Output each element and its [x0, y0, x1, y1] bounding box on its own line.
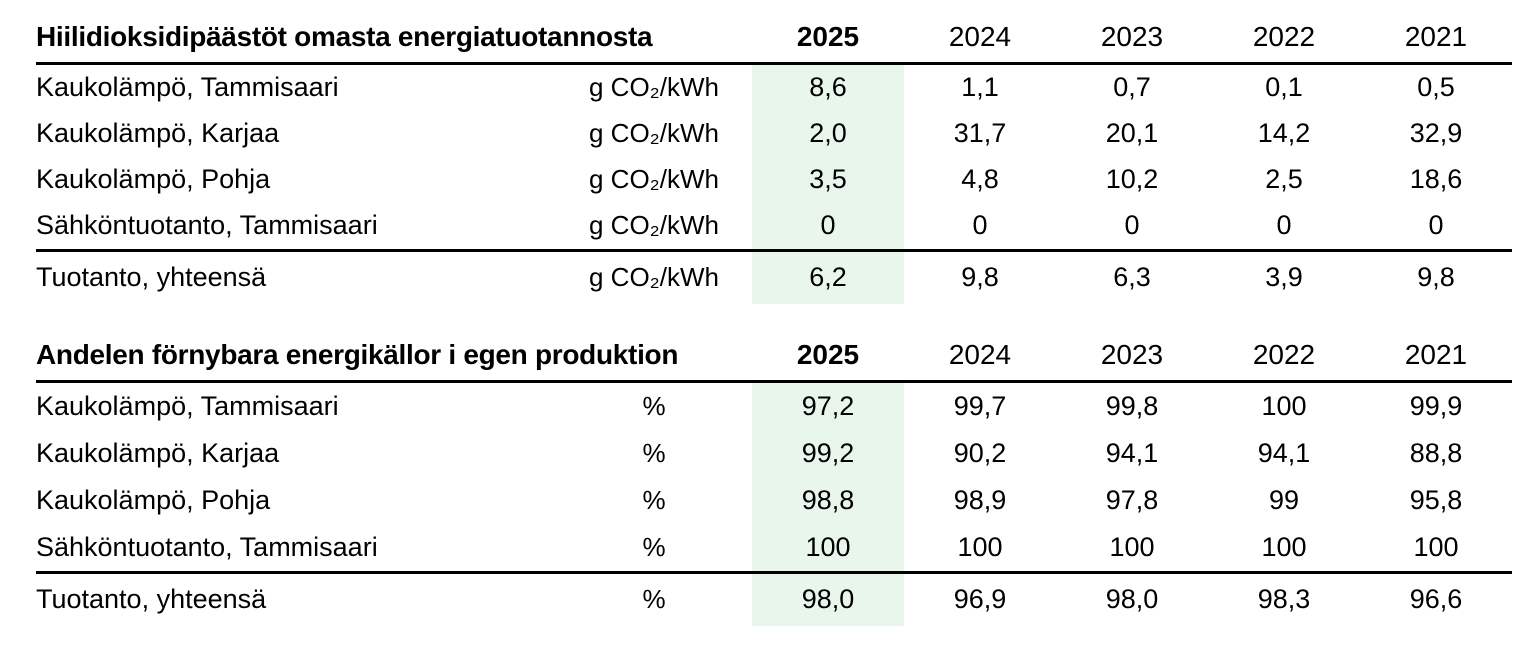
year-header-2024: 2024 — [904, 339, 1056, 383]
row-unit: % — [556, 570, 752, 626]
value-2024: 100 — [957, 531, 1003, 562]
row-unit: % — [642, 531, 666, 562]
year-header-2021: 2021 — [1360, 21, 1512, 65]
table-row: Kaukolämpö, Karjaa g CO₂/kWh 2,0 31,7 20… — [36, 110, 1512, 157]
table-row: Kaukolämpö, Pohja % 98,8 98,9 97,8 99 95… — [36, 476, 1512, 524]
table-row: Sähköntuotanto, Tammisaari g CO₂/kWh 0 0… — [36, 202, 1512, 251]
year-header-2022: 2022 — [1208, 21, 1360, 65]
row-label: Kaukolämpö, Karjaa — [36, 437, 280, 468]
value-2022: 14,2 — [1257, 118, 1311, 149]
row-unit: g CO₂/kWh — [589, 210, 719, 241]
row-label: Kaukolämpö, Pohja — [36, 164, 271, 195]
value-2024: 99,7 — [953, 390, 1007, 421]
table-row: Kaukolämpö, Karjaa % 99,2 90,2 94,1 94,1… — [36, 429, 1512, 477]
row-label: Tuotanto, yhteensä — [36, 248, 556, 304]
value-2021: 9,8 — [1360, 248, 1512, 304]
table-row: Kaukolämpö, Tammisaari % 97,2 99,7 99,8 … — [36, 381, 1512, 430]
value-2025: 6,2 — [752, 248, 904, 304]
total-row: Tuotanto, yhteensä % 98,0 96,9 98,0 98,3… — [36, 570, 1512, 626]
value-2024: 1,1 — [961, 72, 999, 103]
row-label: Sähköntuotanto, Tammisaari — [36, 210, 378, 241]
value-2021: 88,8 — [1409, 437, 1463, 468]
value-2021: 96,6 — [1360, 570, 1512, 626]
value-2025: 0 — [752, 202, 904, 251]
row-label: Kaukolämpö, Karjaa — [36, 118, 280, 149]
value-2022: 2,5 — [1265, 164, 1303, 195]
row-label: Kaukolämpö, Tammisaari — [36, 390, 339, 421]
value-2023: 100 — [1109, 531, 1155, 562]
value-2023: 97,8 — [1105, 484, 1159, 515]
value-2022: 100 — [1261, 531, 1307, 562]
value-2023: 0,7 — [1113, 72, 1151, 103]
row-unit: g CO₂/kWh — [589, 164, 719, 195]
value-2022: 0,1 — [1265, 72, 1303, 103]
renewable-share-table: Andelen förnybara energikällor i egen pr… — [36, 339, 1512, 626]
row-unit: g CO₂/kWh — [589, 118, 719, 149]
value-2025: 3,5 — [752, 156, 904, 203]
value-2023: 99,8 — [1105, 390, 1159, 421]
value-2024: 9,8 — [904, 248, 1056, 304]
row-label: Tuotanto, yhteensä — [36, 570, 556, 626]
table-row: Kaukolämpö, Pohja g CO₂/kWh 3,5 4,8 10,2… — [36, 156, 1512, 203]
year-header-2025: 2025 — [752, 21, 904, 65]
value-2024: 96,9 — [904, 570, 1056, 626]
header-row: Andelen förnybara energikällor i egen pr… — [36, 339, 1512, 383]
value-2021: 0,5 — [1417, 72, 1455, 103]
row-unit: % — [642, 437, 666, 468]
year-header-2024: 2024 — [904, 21, 1056, 65]
table-row: Kaukolämpö, Tammisaari g CO₂/kWh 8,6 1,1… — [36, 63, 1512, 111]
row-unit: % — [642, 390, 666, 421]
report-page: Hiilidioksidipäästöt omasta energiatuota… — [36, 21, 1512, 626]
value-2023: 94,1 — [1105, 437, 1159, 468]
header-row: Hiilidioksidipäästöt omasta energiatuota… — [36, 21, 1512, 65]
section-title: Hiilidioksidipäästöt omasta energiatuota… — [36, 21, 752, 65]
value-2025: 98,0 — [752, 570, 904, 626]
value-2023: 0 — [1124, 210, 1140, 241]
value-2023: 6,3 — [1056, 248, 1208, 304]
value-2024: 31,7 — [953, 118, 1007, 149]
value-2024: 90,2 — [953, 437, 1007, 468]
year-header-2023: 2023 — [1056, 339, 1208, 383]
value-2021: 99,9 — [1409, 390, 1463, 421]
value-2023: 10,2 — [1105, 164, 1159, 195]
value-2021: 32,9 — [1409, 118, 1463, 149]
row-label: Sähköntuotanto, Tammisaari — [36, 531, 378, 562]
year-header-2025: 2025 — [752, 339, 904, 383]
year-header-2021: 2021 — [1360, 339, 1512, 383]
table-row: Sähköntuotanto, Tammisaari % 100 100 100… — [36, 523, 1512, 573]
row-unit: g CO₂/kWh — [589, 72, 719, 103]
value-2025: 98,8 — [752, 476, 904, 524]
value-2025: 99,2 — [752, 429, 904, 477]
value-2022: 3,9 — [1208, 248, 1360, 304]
value-2022: 99 — [1268, 484, 1300, 515]
value-2021: 18,6 — [1409, 164, 1463, 195]
value-2023: 20,1 — [1105, 118, 1159, 149]
value-2022: 98,3 — [1208, 570, 1360, 626]
co2-emissions-table: Hiilidioksidipäästöt omasta energiatuota… — [36, 21, 1512, 304]
row-unit: % — [642, 484, 666, 515]
value-2025: 2,0 — [752, 110, 904, 157]
value-2024: 98,9 — [953, 484, 1007, 515]
value-2025: 100 — [752, 523, 904, 573]
value-2021: 0 — [1428, 210, 1444, 241]
year-header-2022: 2022 — [1208, 339, 1360, 383]
value-2022: 100 — [1261, 390, 1307, 421]
row-unit: g CO₂/kWh — [556, 248, 752, 304]
year-header-2023: 2023 — [1056, 21, 1208, 65]
value-2022: 0 — [1276, 210, 1292, 241]
row-label: Kaukolämpö, Tammisaari — [36, 72, 339, 103]
value-2021: 100 — [1413, 531, 1459, 562]
value-2025: 8,6 — [752, 63, 904, 111]
value-2024: 0 — [972, 210, 988, 241]
value-2022: 94,1 — [1257, 437, 1311, 468]
row-label: Kaukolämpö, Pohja — [36, 484, 271, 515]
section-title: Andelen förnybara energikällor i egen pr… — [36, 339, 752, 383]
total-row: Tuotanto, yhteensä g CO₂/kWh 6,2 9,8 6,3… — [36, 248, 1512, 304]
value-2025: 97,2 — [752, 381, 904, 430]
value-2021: 95,8 — [1409, 484, 1463, 515]
value-2023: 98,0 — [1056, 570, 1208, 626]
value-2024: 4,8 — [961, 164, 999, 195]
